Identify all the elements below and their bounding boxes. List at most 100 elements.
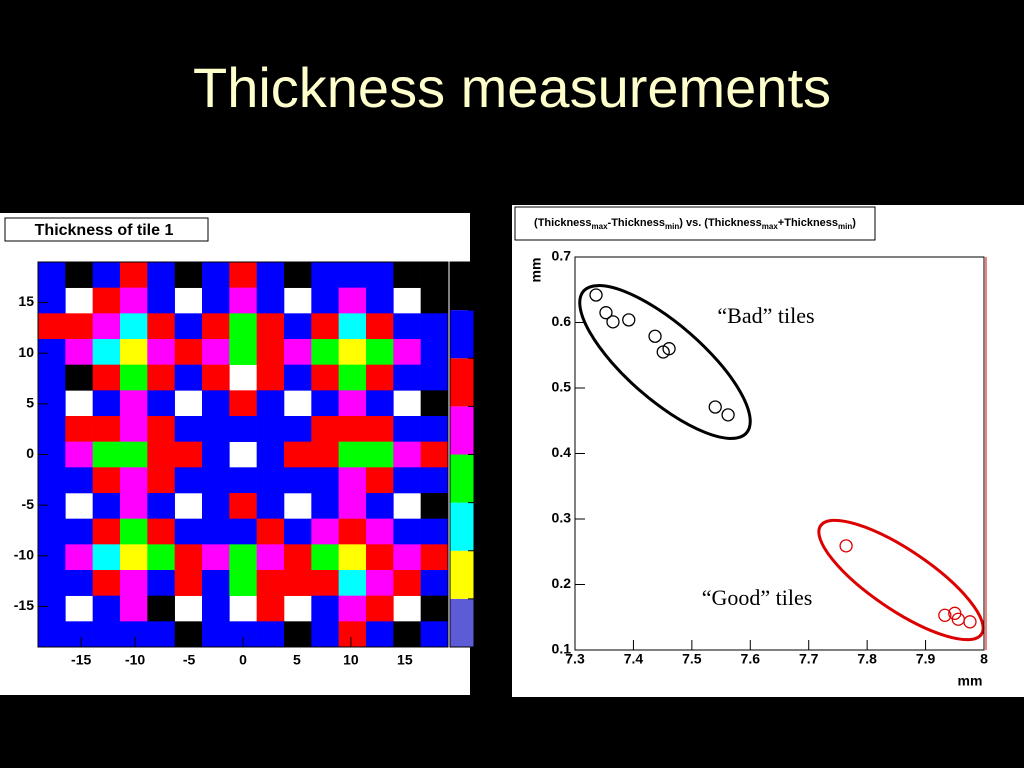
cell xyxy=(229,570,257,596)
cell xyxy=(65,570,93,596)
y-axis-label: mm xyxy=(528,258,544,283)
cell xyxy=(366,518,394,545)
cell xyxy=(311,262,339,288)
cell xyxy=(338,441,367,468)
cell xyxy=(256,339,285,365)
cell xyxy=(174,441,203,468)
cell xyxy=(92,493,121,519)
cell xyxy=(202,518,230,545)
cell xyxy=(284,313,312,340)
point xyxy=(599,306,613,320)
title-part: (Thickness xyxy=(534,217,591,229)
scatter-title-box xyxy=(514,206,876,241)
cell xyxy=(284,339,312,365)
cell xyxy=(120,287,148,314)
cell xyxy=(338,287,367,314)
point xyxy=(622,313,636,327)
cell xyxy=(366,339,394,365)
z-tick-label: 4.1 xyxy=(476,253,496,269)
bad-ellipse xyxy=(578,284,752,440)
cell xyxy=(229,416,257,442)
cell xyxy=(338,595,367,622)
cell xyxy=(311,467,339,494)
cell xyxy=(202,364,230,391)
cell xyxy=(366,441,394,468)
cell xyxy=(366,570,394,596)
cell xyxy=(420,595,449,622)
cell xyxy=(338,390,367,417)
cell xyxy=(393,262,421,288)
cell xyxy=(38,493,66,519)
cell xyxy=(174,570,203,596)
annotation: “Good” tiles xyxy=(702,585,813,610)
cell xyxy=(92,262,121,288)
cell xyxy=(229,287,257,314)
cell xyxy=(120,595,148,622)
cell xyxy=(366,467,394,494)
y-tick-label: 15 xyxy=(18,293,34,309)
cell xyxy=(38,287,66,314)
y-tick-label: 0.6 xyxy=(552,313,572,329)
cell xyxy=(92,518,121,545)
slide-title: Thickness measurements xyxy=(193,56,831,119)
point xyxy=(648,329,662,343)
cell xyxy=(256,364,285,391)
colorbar-segment xyxy=(450,262,474,311)
cell xyxy=(311,441,339,468)
cell xyxy=(38,595,66,622)
cell xyxy=(147,570,175,596)
point xyxy=(606,315,620,329)
cell xyxy=(338,467,367,494)
cell xyxy=(393,518,421,545)
cell xyxy=(366,621,394,648)
cell xyxy=(256,493,285,519)
cell xyxy=(92,544,121,571)
cell xyxy=(256,467,285,494)
title-subscript: max xyxy=(592,222,609,231)
cell xyxy=(147,595,175,622)
cell xyxy=(338,416,367,442)
cell xyxy=(120,621,148,648)
cell xyxy=(256,570,285,596)
cell xyxy=(284,262,312,288)
cell xyxy=(256,287,285,314)
y-tick-label: 0.3 xyxy=(552,510,572,526)
point xyxy=(721,408,735,422)
cell xyxy=(366,595,394,622)
cell xyxy=(38,390,66,417)
cell xyxy=(366,313,394,340)
cell xyxy=(393,441,421,468)
cell xyxy=(420,570,449,596)
x-tick-label: 7.8 xyxy=(857,651,877,667)
title-part: ) xyxy=(852,217,856,229)
cell xyxy=(120,518,148,545)
cell xyxy=(174,262,203,288)
x-tick-label: 0 xyxy=(239,652,247,668)
cell xyxy=(311,339,339,365)
cell xyxy=(38,262,66,288)
scatter-title: (Thicknessmax-Thicknessmin) vs. (Thickne… xyxy=(534,217,856,231)
cell xyxy=(202,262,230,288)
cell xyxy=(147,544,175,571)
cell xyxy=(38,339,66,365)
cell xyxy=(174,339,203,365)
z-tick-label: 3.6 xyxy=(476,493,496,509)
colorbar-segment xyxy=(450,550,474,599)
cell xyxy=(92,467,121,494)
cell xyxy=(174,313,203,340)
x-tick-label: 7.6 xyxy=(741,651,761,667)
cell xyxy=(38,518,66,545)
cell xyxy=(420,262,449,288)
cell xyxy=(120,390,148,417)
y-tick-label: -5 xyxy=(22,496,35,512)
z-tick-label: 3.3 xyxy=(476,638,496,654)
cell xyxy=(92,390,121,417)
cell xyxy=(147,364,175,391)
cell xyxy=(202,595,230,622)
z-tick-label: 3.9 xyxy=(476,349,496,365)
x-tick-label: 15 xyxy=(397,652,413,668)
cell xyxy=(256,518,285,545)
cell xyxy=(92,287,121,314)
cell xyxy=(284,570,312,596)
